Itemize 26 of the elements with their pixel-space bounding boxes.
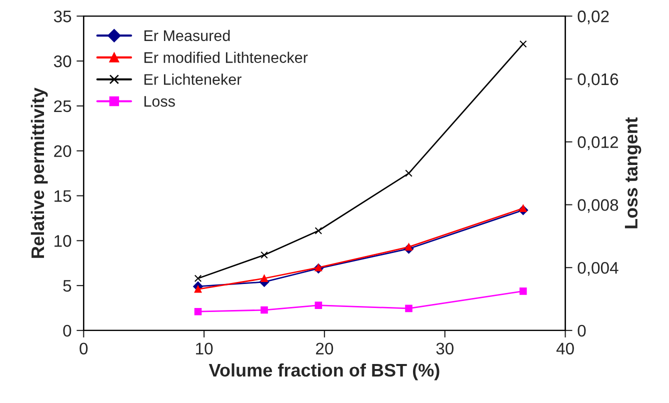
legend-label: Er Lichteneker [144, 74, 242, 85]
y-tick-label: 20 [54, 145, 72, 158]
legend-label: Er Measured [144, 30, 230, 42]
y2-axis-title: Loss tangent [624, 117, 642, 228]
x-tick-label: 10 [196, 342, 213, 355]
y-tick-label: 5 [63, 280, 72, 292]
y2-tick-label: 0,008 [578, 199, 618, 213]
x-tick-label: 30 [436, 342, 454, 355]
x-tick-label: 20 [316, 342, 334, 355]
y-axis-title: Relative permittivity [30, 88, 48, 258]
y2-tick-label: 0,012 [578, 136, 618, 150]
legend-label: Er modified Lithtenecker [144, 52, 308, 63]
legend-label: Loss [144, 96, 175, 107]
x-axis-title: Volume fraction of BST (%) [208, 363, 440, 380]
y2-tick-label: 0,016 [578, 73, 618, 88]
x-tick-label: 40 [556, 342, 574, 355]
y-tick-label: 25 [54, 100, 72, 112]
y-tick-label: 15 [54, 190, 72, 202]
y2-tick-label: 0 [578, 324, 586, 337]
y-tick-label: 30 [54, 55, 72, 68]
y-tick-label: 10 [54, 235, 72, 247]
y2-tick-label: 0,02 [578, 10, 609, 24]
y-tick-label: 35 [54, 10, 72, 22]
y2-tick-label: 0,004 [578, 262, 618, 276]
x-tick-label: 0 [80, 342, 88, 355]
y-tick-label: 0 [63, 324, 72, 337]
